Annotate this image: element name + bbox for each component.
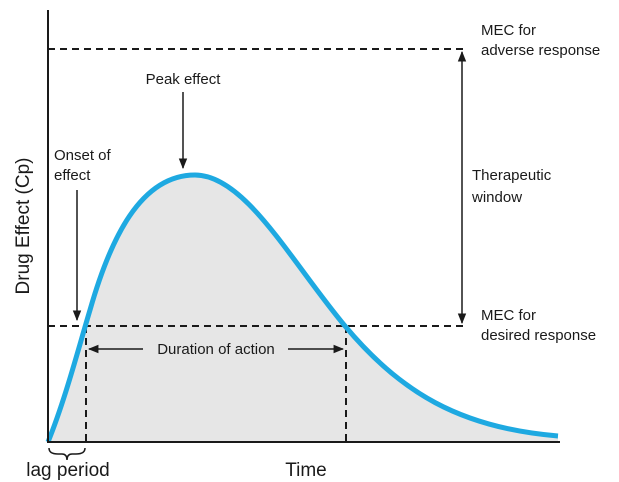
mec-adverse-label: MEC for adverse response bbox=[481, 22, 600, 59]
axes bbox=[47, 10, 560, 443]
mec-desired-label: MEC for desired response bbox=[481, 307, 596, 344]
x-axis-label: Time bbox=[285, 460, 327, 481]
y-axis-label: Drug Effect (Cp) bbox=[13, 158, 34, 295]
onset-label: Onset of effect bbox=[54, 147, 112, 184]
window-label: Therapeutic window bbox=[471, 167, 552, 206]
concentration-curve bbox=[45, 172, 559, 443]
area-under-curve bbox=[48, 175, 558, 442]
peak-label: Peak effect bbox=[146, 71, 222, 88]
lag-brace bbox=[48, 447, 86, 461]
duration-label: Duration of action bbox=[157, 341, 275, 358]
lag-label: lag period bbox=[26, 460, 109, 481]
